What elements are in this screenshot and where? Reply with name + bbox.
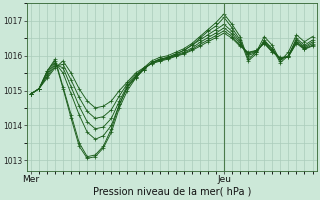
X-axis label: Pression niveau de la mer( hPa ): Pression niveau de la mer( hPa ) (92, 187, 251, 197)
